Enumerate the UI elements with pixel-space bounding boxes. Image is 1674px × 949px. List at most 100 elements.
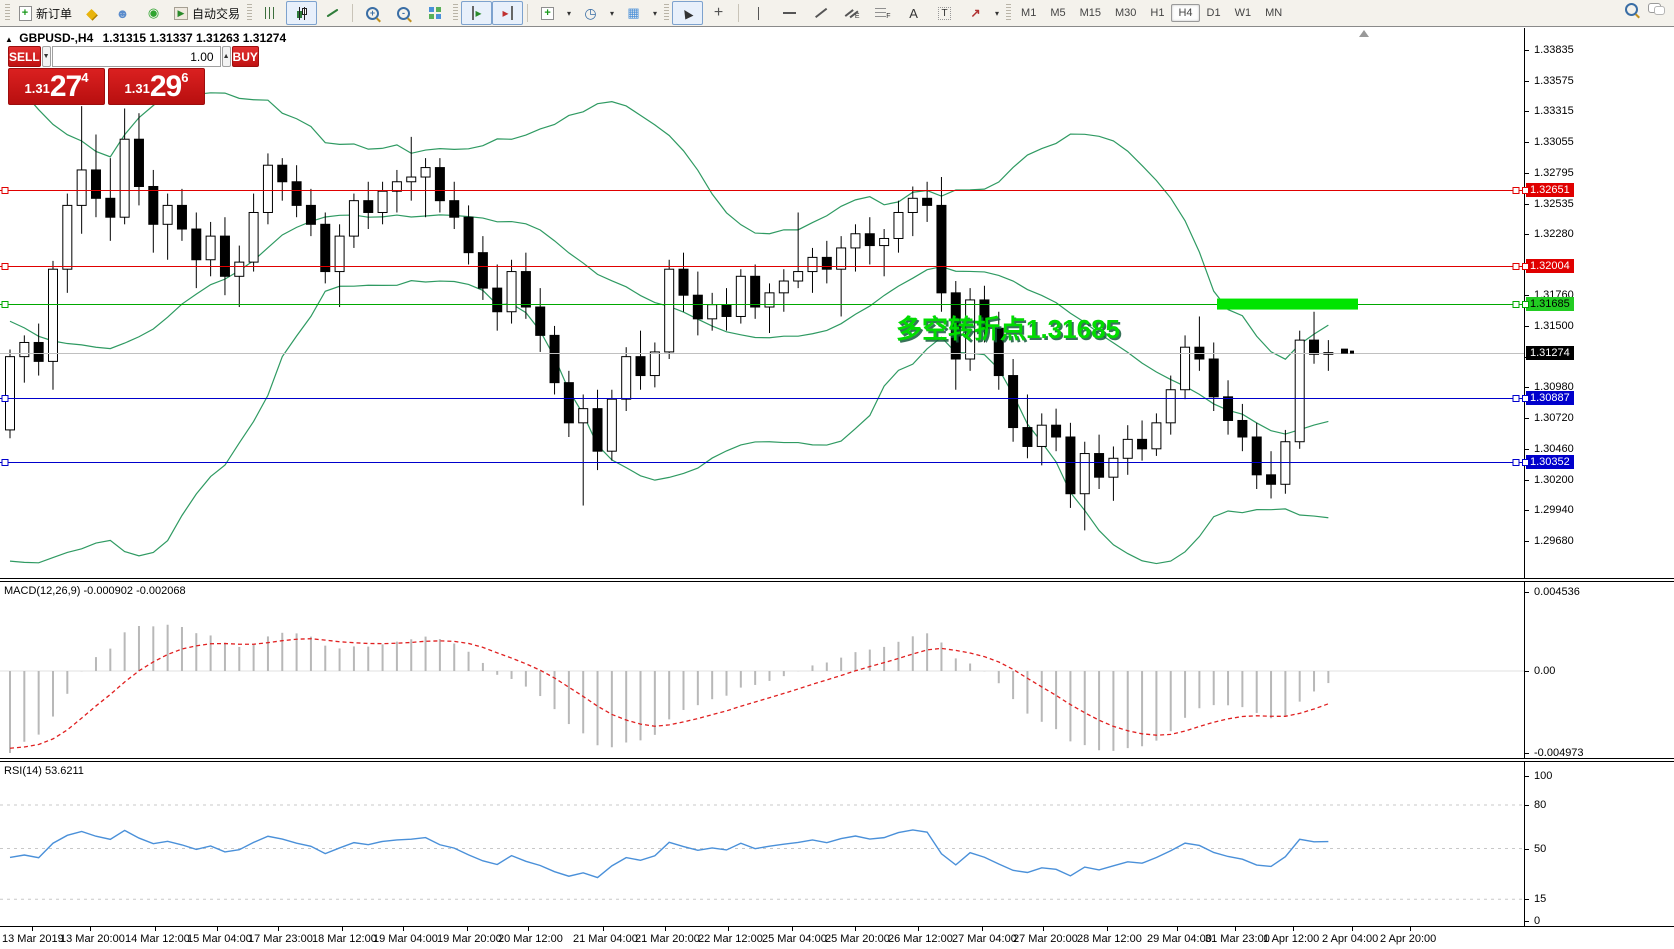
volume-decrease-button[interactable]: ▼ [41, 46, 51, 67]
profile-button[interactable] [107, 1, 138, 25]
macd-panel[interactable] [0, 582, 1524, 758]
volume-increase-button[interactable]: ▲ [221, 46, 231, 67]
chart-shift-button[interactable] [492, 1, 524, 25]
buy-price-big: 29 [149, 70, 182, 103]
new-order-icon [17, 5, 33, 21]
vertical-line-button[interactable] [743, 1, 774, 25]
autotrading-button[interactable]: 自动交易 [169, 1, 244, 25]
chart-shift-marker[interactable] [1359, 30, 1369, 37]
price-chart[interactable] [0, 28, 1524, 578]
toolbar-grip[interactable] [247, 4, 253, 22]
time-axis-label: 31 Mar 23:00 [1205, 933, 1270, 945]
timeframe-m5[interactable]: M5 [1050, 7, 1066, 19]
time-axis-label: 28 Mar 12:00 [1077, 933, 1142, 945]
price-axis-label: 1.29680 [1534, 534, 1574, 547]
chart-annotation-text[interactable]: 多空转折点1.31685 [896, 314, 1120, 344]
metaquotes-icon [84, 5, 100, 21]
time-axis-label: 22 Mar 12:00 [698, 933, 763, 945]
candlestick-series [5, 106, 1334, 531]
time-axis-label: 2 Apr 20:00 [1380, 933, 1437, 945]
price-axis[interactable]: 1.33835 1.33575 1.33315 1.33055 1.32795 1.325… [1522, 28, 1674, 578]
channel-button[interactable] [836, 1, 867, 25]
new-order-button[interactable]: 新订单 [13, 1, 76, 25]
templates-button[interactable] [618, 1, 649, 25]
autotrading-button-label: 自动交易 [192, 6, 241, 21]
metaquotes-button[interactable] [76, 1, 107, 25]
sell-quote-button[interactable]: 1.31 27 4 [8, 68, 105, 105]
indicators-button[interactable] [532, 1, 563, 25]
price-tag: 1.31274 [1526, 345, 1574, 360]
dropdown-arrow-icon[interactable]: ▾ [567, 8, 572, 18]
timeframe-m15[interactable]: M15 [1079, 7, 1101, 19]
rsi-axis[interactable]: 100 80 50 15 0 [1524, 762, 1674, 927]
macd-axis-label: -0.004973 [1534, 747, 1584, 759]
time-axis-label: 21 Mar 04:00 [573, 933, 638, 945]
periods-button[interactable] [575, 1, 606, 25]
timeframe-m1[interactable]: M1 [1021, 7, 1037, 19]
dropdown-arrow-icon[interactable]: ▾ [610, 8, 615, 18]
timeframe-d1[interactable]: D1 [1206, 7, 1221, 19]
crosshair-icon [711, 5, 727, 21]
horizontal-line-button[interactable] [774, 1, 805, 25]
toolbar-grip[interactable] [664, 4, 670, 22]
collapse-icon[interactable]: ▲ [5, 35, 13, 44]
bollinger-lower-band [9, 280, 1329, 565]
chat-icon[interactable] [1648, 2, 1666, 16]
candlestick-button[interactable] [286, 1, 318, 25]
rsi-axis-label: 50 [1534, 842, 1547, 855]
buy-quote-button[interactable]: 1.31 29 6 [108, 68, 205, 105]
auto-scroll-icon [469, 5, 485, 21]
price-tag: 1.32004 [1522, 259, 1574, 274]
dropdown-arrow-icon[interactable]: ▾ [995, 8, 1000, 18]
rsi-axis-label: 80 [1534, 799, 1547, 811]
search-icon[interactable] [1625, 2, 1638, 16]
text-button[interactable] [898, 1, 929, 25]
toolbar-grip[interactable] [1006, 4, 1012, 22]
horizontal-line-icon [782, 5, 798, 21]
timeframe-w1[interactable]: W1 [1234, 7, 1252, 19]
signals-button[interactable] [138, 1, 169, 25]
time-axis-label: 20 Mar 12:00 [498, 933, 563, 945]
fibonacci-icon [875, 5, 891, 21]
timeframe-h4[interactable]: H4 [1171, 4, 1200, 22]
highlight-bar[interactable] [1217, 298, 1358, 310]
bar-chart-button[interactable] [255, 1, 286, 25]
buy-button[interactable]: BUY [231, 46, 259, 67]
price-tag: 1.30887 [1522, 391, 1574, 406]
toolbar-grip[interactable] [5, 4, 10, 22]
zoom-in-button[interactable]: + [357, 1, 388, 25]
line-chart-button[interactable] [317, 1, 348, 25]
time-axis-label: 13 Mar 20:00 [60, 933, 125, 945]
rsi-axis-label: 0 [1534, 915, 1541, 927]
zoom-out-button[interactable]: - [388, 1, 419, 25]
rsi-panel-splitter[interactable] [0, 758, 1674, 762]
sell-price-big: 27 [49, 70, 82, 103]
new-order-button-label: 新订单 [36, 6, 73, 21]
volume-input[interactable] [51, 46, 221, 67]
time-axis-label: 13 Mar 2019 [2, 933, 64, 945]
macd-axis[interactable]: 0.004536 0.00 -0.004973 [1524, 582, 1674, 759]
timeframe-h1[interactable]: H1 [1150, 7, 1165, 19]
timeframe-mn[interactable]: MN [1265, 7, 1283, 19]
trendline-button[interactable] [805, 1, 836, 25]
symbol-header[interactable]: ▲ GBPUSD-,H4 1.31315 1.31337 1.31263 1.3… [5, 31, 286, 45]
time-axis[interactable]: 13 Mar 2019 13 Mar 20:00 14 Mar 12:00 15 Ma… [0, 926, 1674, 949]
rsi-panel[interactable] [0, 762, 1524, 926]
label-button[interactable] [929, 1, 960, 25]
rsi-axis-label: 100 [1534, 770, 1553, 782]
arrows-button[interactable] [960, 1, 991, 25]
timeframe-m30[interactable]: M30 [1115, 7, 1137, 19]
auto-scroll-button[interactable] [461, 1, 493, 25]
price-axis-label: 1.33055 [1534, 136, 1574, 149]
sell-button[interactable]: SELL [8, 46, 41, 67]
tile-windows-button[interactable] [419, 1, 450, 25]
cursor-button[interactable] [672, 1, 704, 25]
macd-panel-splitter[interactable] [0, 578, 1674, 582]
toolbar-grip[interactable] [453, 4, 459, 22]
crosshair-button[interactable] [703, 1, 734, 25]
periods-icon [583, 5, 599, 21]
time-axis-label: 27 Mar 20:00 [1013, 933, 1078, 945]
fibonacci-button[interactable] [867, 1, 898, 25]
dropdown-arrow-icon[interactable]: ▾ [653, 8, 658, 18]
time-axis-label: 25 Mar 20:00 [825, 933, 890, 945]
